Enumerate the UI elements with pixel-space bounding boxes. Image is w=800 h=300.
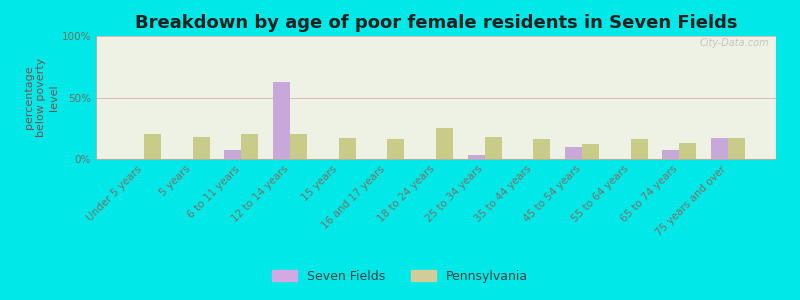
Bar [662,150,679,159]
Bar [565,147,582,159]
Bar [436,128,453,159]
Bar [534,139,550,159]
Title: Breakdown by age of poor female residents in Seven Fields: Breakdown by age of poor female resident… [134,14,738,32]
Bar [387,139,404,159]
Bar [193,137,210,159]
Legend: Seven Fields, Pennsylvania: Seven Fields, Pennsylvania [267,265,533,288]
Bar [711,138,728,159]
Bar [144,134,161,159]
Bar [468,155,485,159]
Bar [273,82,290,159]
Bar [485,137,502,159]
Text: City-Data.com: City-Data.com [699,38,770,49]
Bar [630,139,648,159]
Bar [338,138,356,159]
Bar [290,134,307,159]
Bar [679,143,697,159]
Bar [582,144,599,159]
Bar [242,134,258,159]
Bar [224,150,242,159]
Bar [728,138,745,159]
Y-axis label: percentage
below poverty
level: percentage below poverty level [24,58,59,137]
